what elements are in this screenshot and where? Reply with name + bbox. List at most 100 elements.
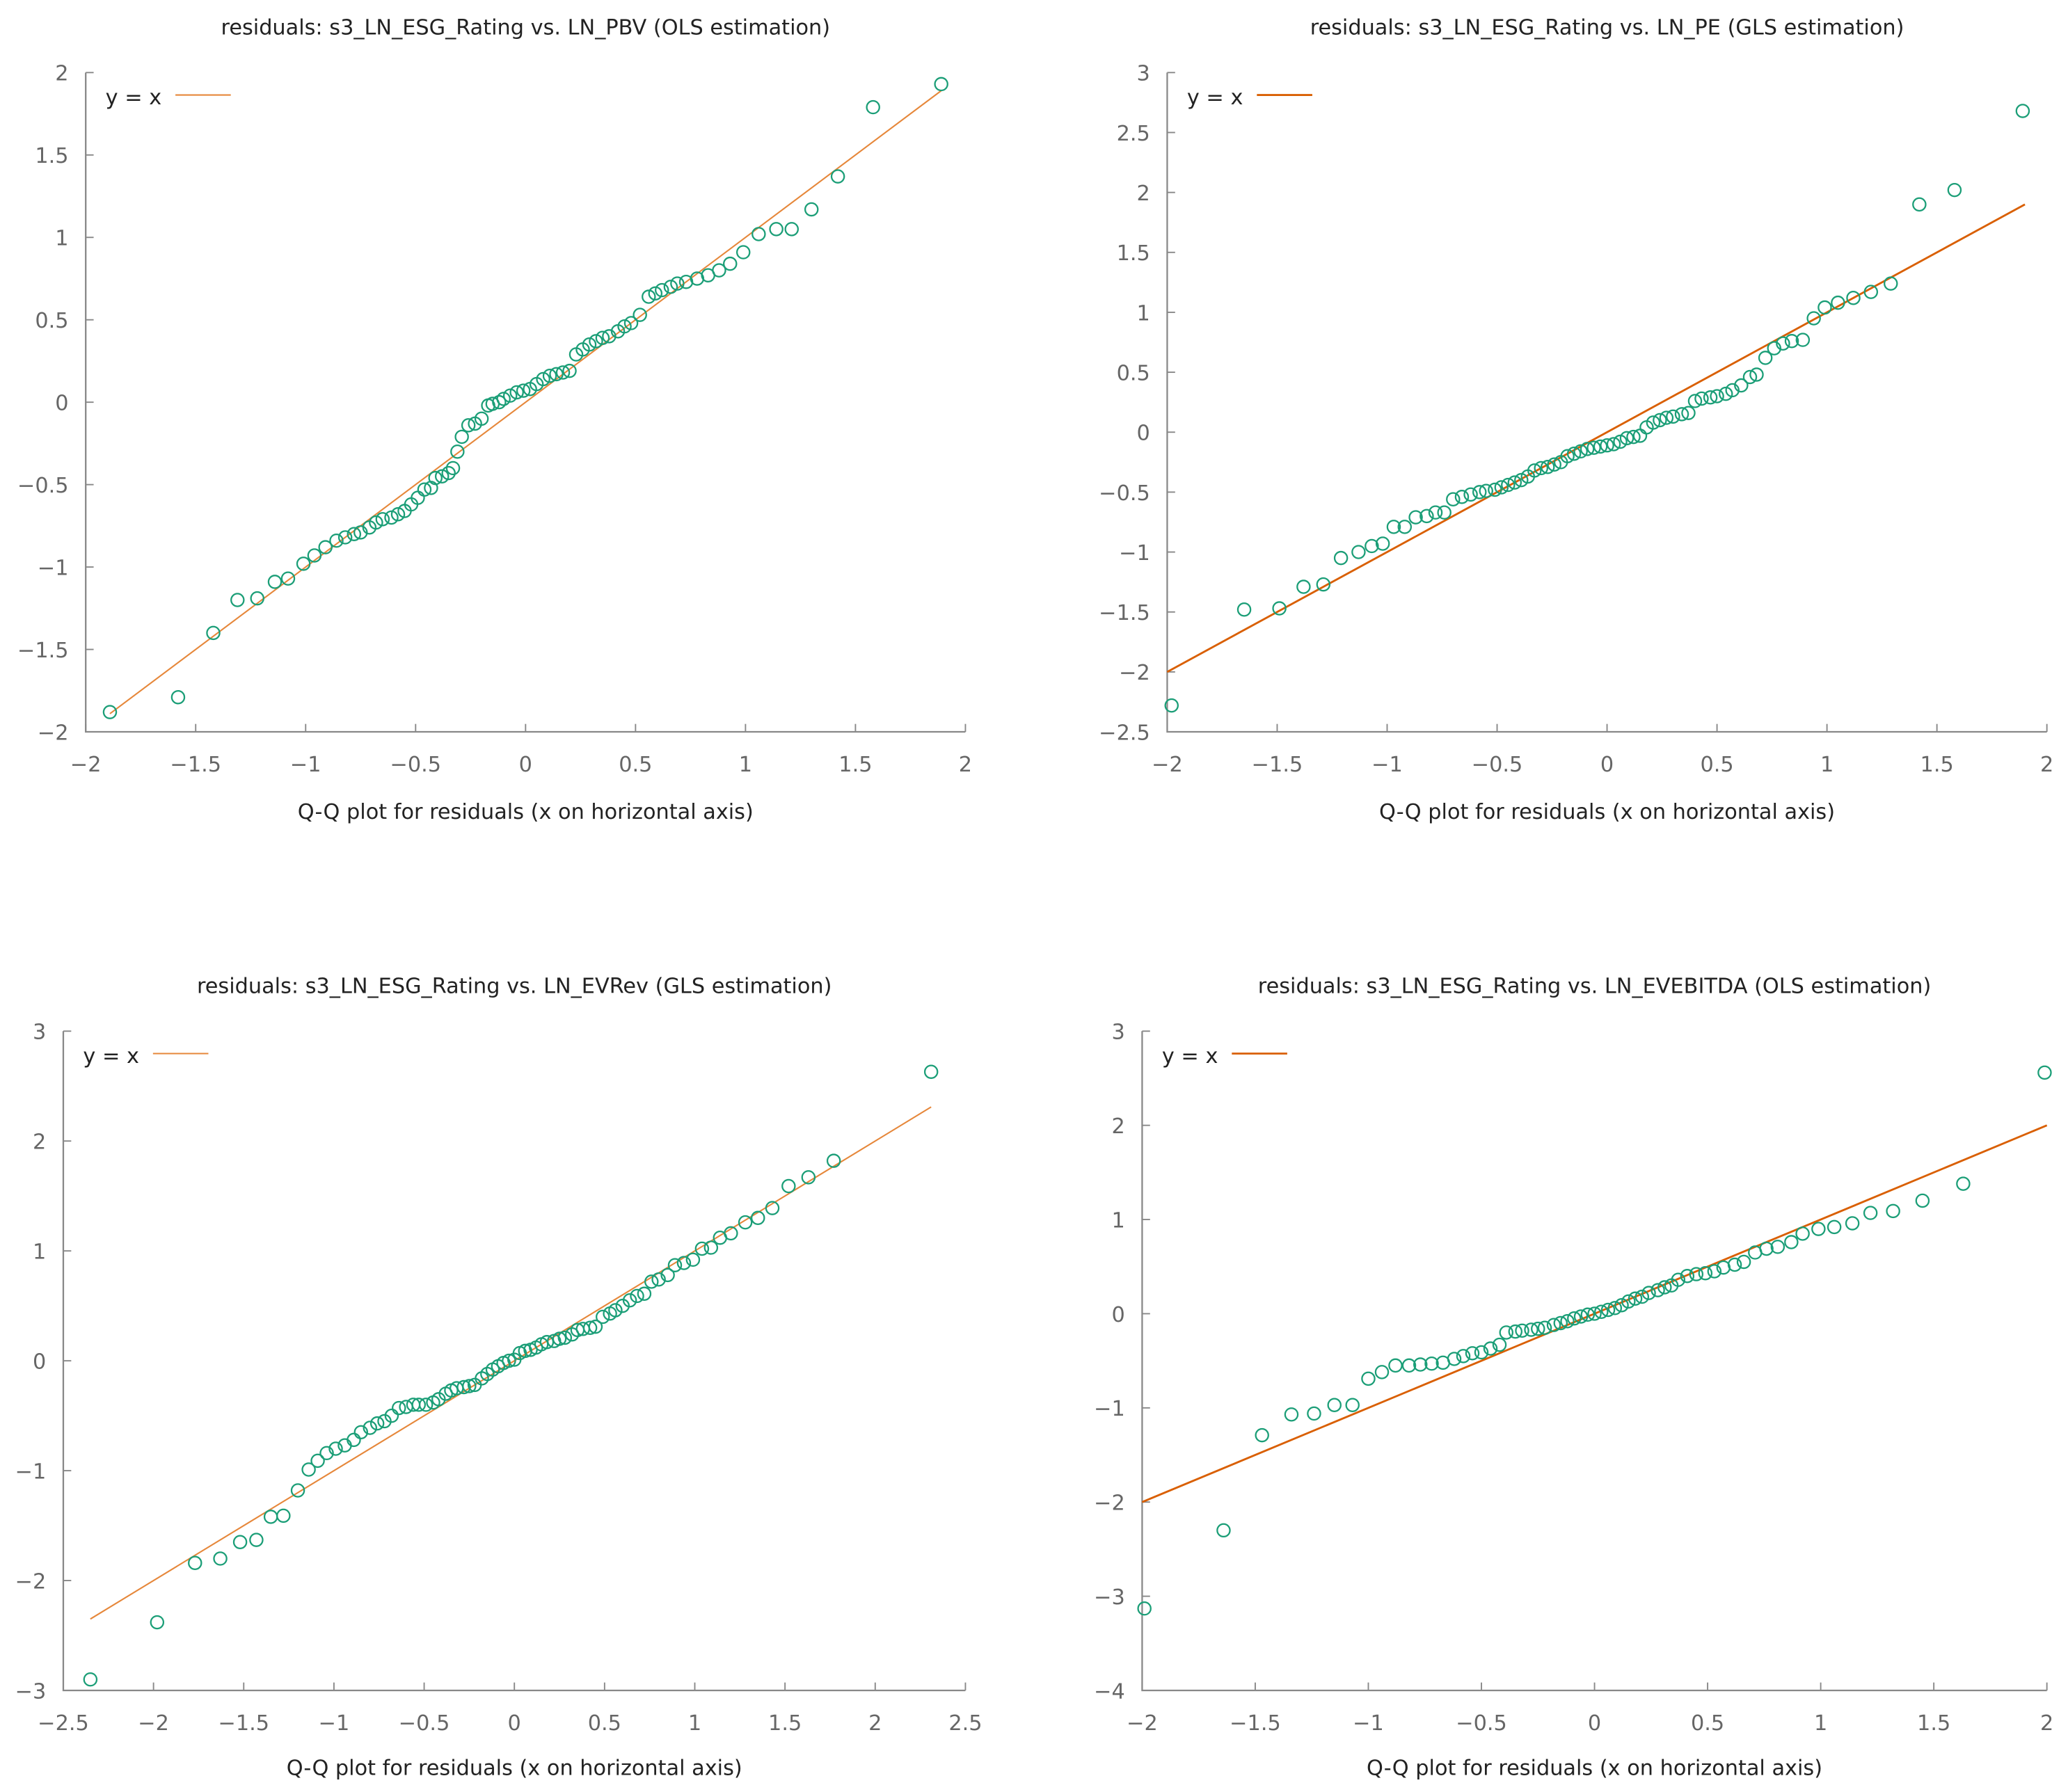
y-tick-label: 0.5 bbox=[35, 309, 68, 333]
data-point bbox=[651, 1272, 666, 1287]
data-point bbox=[445, 461, 461, 476]
x-tick-label: −0.5 bbox=[399, 1711, 450, 1736]
data-point bbox=[2015, 104, 2030, 118]
data-point bbox=[456, 1379, 471, 1395]
data-point bbox=[582, 337, 597, 352]
data-point bbox=[502, 388, 518, 403]
x-tick-label: 0.5 bbox=[1700, 753, 1733, 777]
data-point bbox=[1886, 1203, 1900, 1219]
data-point bbox=[1534, 461, 1548, 476]
y-tick-label: −4 bbox=[1094, 1679, 1125, 1704]
data-point bbox=[830, 169, 845, 184]
y-tick-label: 1 bbox=[1111, 1208, 1124, 1233]
data-point bbox=[923, 1064, 939, 1079]
data-point bbox=[454, 429, 469, 445]
data-point bbox=[1634, 1289, 1650, 1304]
data-point bbox=[390, 507, 406, 522]
x-axis-label: Q-Q plot for residuals (x on horizontal … bbox=[298, 800, 754, 824]
data-point bbox=[1614, 1298, 1629, 1313]
data-point bbox=[1884, 276, 1898, 291]
reference-line-y-equals-x bbox=[1166, 203, 2026, 673]
data-point bbox=[1547, 457, 1561, 472]
data-point bbox=[1492, 1337, 1507, 1352]
axes bbox=[1141, 1031, 2047, 1692]
x-tick-label: −2 bbox=[1127, 1711, 1158, 1736]
data-point bbox=[1437, 505, 1451, 520]
data-point bbox=[1507, 475, 1522, 490]
data-point bbox=[1628, 1291, 1643, 1306]
data-point bbox=[1680, 1269, 1695, 1283]
x-tick-label: −2 bbox=[70, 753, 102, 777]
x-tick-label: −2 bbox=[138, 1711, 169, 1736]
y-tick-label: 2 bbox=[1111, 1114, 1124, 1139]
data-point bbox=[474, 411, 489, 426]
data-point bbox=[804, 202, 819, 217]
data-point bbox=[589, 334, 603, 349]
data-point bbox=[1540, 459, 1555, 474]
data-point bbox=[1795, 1226, 1810, 1241]
data-point bbox=[1553, 1315, 1568, 1331]
y-tick-label: 3 bbox=[33, 1021, 46, 1045]
data-point bbox=[1586, 440, 1601, 455]
y-tick-label: 0 bbox=[33, 1350, 46, 1375]
data-point bbox=[462, 1379, 477, 1393]
data-point bbox=[1734, 378, 1749, 393]
data-point bbox=[866, 99, 880, 115]
data-point bbox=[1621, 1294, 1636, 1309]
data-point bbox=[622, 1293, 637, 1308]
data-point bbox=[1345, 1398, 1360, 1412]
data-point bbox=[1483, 1341, 1498, 1356]
data-point bbox=[1831, 295, 1845, 310]
data-point bbox=[492, 394, 507, 410]
x-tick-label: −0.5 bbox=[390, 753, 441, 777]
data-point bbox=[296, 557, 311, 571]
data-point bbox=[188, 1555, 202, 1570]
data-point bbox=[1727, 1257, 1742, 1272]
x-tick-label: 0 bbox=[519, 753, 532, 777]
x-tick-label: −1 bbox=[1371, 753, 1403, 777]
data-point bbox=[1386, 520, 1401, 534]
data-point bbox=[1454, 490, 1470, 504]
x-tick-label: 1 bbox=[1820, 753, 1834, 777]
data-point bbox=[375, 512, 390, 527]
data-point bbox=[1284, 1407, 1299, 1422]
chart-title: residuals: s3_LN_ESG_Rating vs. LN_PE (G… bbox=[1310, 15, 1904, 40]
data-point bbox=[1689, 1267, 1704, 1281]
y-tick-label: 1 bbox=[1136, 301, 1150, 326]
data-point bbox=[1463, 487, 1478, 502]
data-point bbox=[1580, 1307, 1596, 1322]
data-point bbox=[781, 1178, 796, 1194]
data-point bbox=[1566, 447, 1582, 461]
data-point bbox=[369, 1416, 385, 1431]
data-point bbox=[1573, 444, 1588, 459]
data-point bbox=[588, 1319, 603, 1334]
data-point bbox=[1770, 1240, 1785, 1254]
data-point bbox=[1456, 1349, 1471, 1363]
data-point bbox=[1956, 1176, 1971, 1191]
data-point bbox=[1272, 601, 1287, 616]
data-point bbox=[1600, 1302, 1616, 1318]
data-point bbox=[1494, 480, 1509, 495]
data-point bbox=[637, 1286, 652, 1302]
data-point bbox=[417, 482, 432, 497]
data-point bbox=[1759, 1241, 1774, 1256]
data-point bbox=[1736, 1254, 1751, 1270]
data-point bbox=[1784, 334, 1799, 349]
data-point bbox=[206, 625, 221, 641]
data-point bbox=[1659, 410, 1674, 425]
data-point bbox=[150, 1615, 165, 1630]
data-point bbox=[496, 392, 511, 406]
data-point bbox=[1725, 383, 1740, 398]
y-tick-label: −0.5 bbox=[1099, 481, 1150, 506]
data-point bbox=[623, 316, 639, 330]
data-point bbox=[369, 515, 383, 530]
x-tick-label: 2.5 bbox=[948, 1711, 982, 1736]
x-tick-label: 2 bbox=[868, 1711, 882, 1736]
data-point bbox=[1651, 1283, 1665, 1297]
y-tick-label: −1 bbox=[1119, 541, 1150, 566]
data-point bbox=[1619, 431, 1634, 446]
data-point bbox=[608, 1303, 623, 1318]
x-tick-label: 2 bbox=[959, 753, 972, 777]
data-point bbox=[724, 1226, 738, 1241]
y-tick-label: 0 bbox=[55, 392, 68, 416]
